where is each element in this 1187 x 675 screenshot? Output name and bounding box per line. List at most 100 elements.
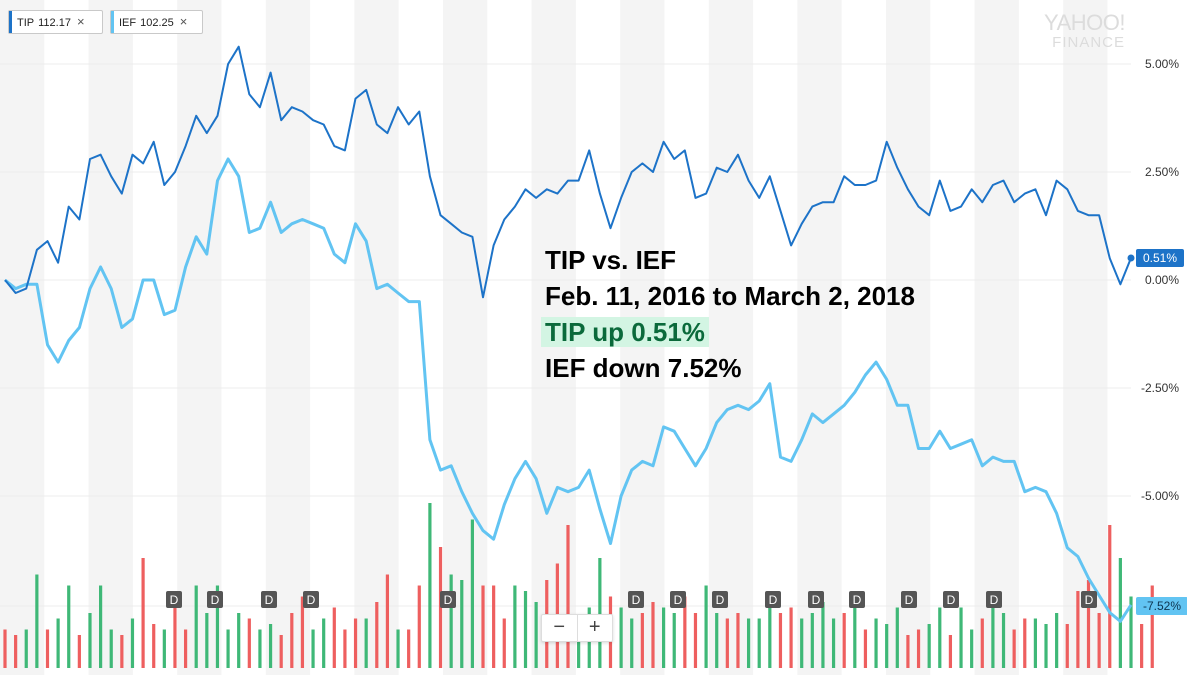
volume-bar [396,629,400,668]
volume-bar [778,613,783,668]
volume-bar [268,624,273,668]
volume-bar [789,607,793,668]
dividend-marker [901,591,917,608]
dividend-marker [849,591,865,608]
dividend-marker-label: D [170,593,179,607]
volume-bar [662,607,666,668]
ief-color-swatch [111,11,114,33]
background-band [797,0,842,675]
volume-bar [109,629,113,668]
dividend-marker [808,591,824,608]
volume-bar [1150,585,1154,668]
volume-bar [14,635,18,668]
dividend-marker-label: D [307,593,316,607]
volume-bar [1118,558,1122,668]
volume-bar [322,618,326,668]
volume-bar [502,618,506,668]
dividend-marker [1081,591,1097,608]
volume-bar [205,613,209,668]
volume-bar [704,585,708,668]
volume-bar [460,580,464,668]
volume-bar [1086,580,1091,668]
volume-bar [598,558,602,668]
volume-bar [300,596,305,668]
volume-bar [428,503,432,668]
y-tick-label: -5.00% [1141,489,1179,503]
volume-bar [874,618,878,668]
volume-bar [970,629,974,668]
close-icon[interactable]: × [179,14,188,29]
volume-bar [938,607,942,668]
annotation-tip-change: TIP up 0.51% [541,317,709,347]
volume-bar [863,629,868,668]
volume-bar [630,618,634,668]
volume-bar [651,602,655,668]
volume-bar [247,618,251,668]
y-tick-label: 2.50% [1145,165,1179,179]
dividend-marker-label: D [769,593,778,607]
zoom-control: − + [541,614,613,642]
series-end-dot-tip [1127,254,1135,262]
background-band [177,0,222,675]
zoom-in-button[interactable]: + [588,616,601,638]
volume-bar [821,602,825,668]
legend-chip-ief[interactable]: IEF 102.25 × [110,10,203,34]
volume-bar [279,635,283,668]
end-tag-bg [1136,248,1184,267]
dividend-marker [166,591,182,608]
background-band [886,0,931,675]
y-axis-labels: 5.00% 2.50% 0.00% -2.50% -5.00% [1141,57,1179,503]
volume-bar [768,607,772,668]
end-tag-tip: 0.51% [1143,251,1177,265]
brand-line-2: FINANCE [1052,34,1125,51]
volume-bar [715,613,719,668]
volume-bar [438,547,443,668]
volume-bar [693,613,698,668]
tip-value: 112.17 [38,17,71,29]
dividend-marker-label: D [265,593,274,607]
dividend-marker-label: D [853,593,862,607]
volume-bar [35,574,39,668]
dividend-marker-label: D [947,593,956,607]
volume-bar [449,574,453,668]
close-icon[interactable]: × [76,14,85,29]
dividend-marker-label: D [1085,593,1094,607]
y-tick-label: 0.00% [1145,273,1179,287]
dividend-marker-label: D [716,593,725,607]
dividend-marker-label: D [674,593,683,607]
background-band [0,0,45,675]
zoom-out-button[interactable]: − [542,615,578,641]
yahoo-finance-logo: YAHOO! FINANCE [1044,10,1125,51]
volume-bar [130,618,135,668]
volume-bar [927,624,931,668]
dividend-marker-label: D [990,593,999,607]
volume-bar [746,618,751,668]
dividend-marker-label: D [211,593,220,607]
volume-bar [1065,624,1069,668]
volume-bar [258,629,262,668]
volume-bar [1140,624,1144,668]
volume-bar [67,585,71,668]
end-value-tags: 0.51% -7.52% [1136,248,1187,615]
dividend-marker [207,591,223,608]
volume-bar [45,629,50,668]
ief-symbol: IEF [119,17,137,29]
volume-bar [959,607,963,668]
legend-chip-tip[interactable]: TIP 112.17 × [8,10,103,34]
volume-bar [99,585,103,668]
tip-color-swatch [9,11,12,33]
volume-bar [906,635,910,668]
dividend-marker [440,591,456,608]
y-tick-label: 5.00% [1145,57,1179,71]
volume-bar [88,613,92,668]
brand-line-1: YAHOO! [1044,10,1125,35]
volume-bar [226,629,230,668]
tip-symbol: TIP [17,17,35,29]
volume-bar [619,607,623,668]
background-band [88,0,133,675]
volume-bars [3,503,1154,668]
volume-bar [470,519,474,668]
annotation-title: TIP vs. IEF [545,245,677,275]
